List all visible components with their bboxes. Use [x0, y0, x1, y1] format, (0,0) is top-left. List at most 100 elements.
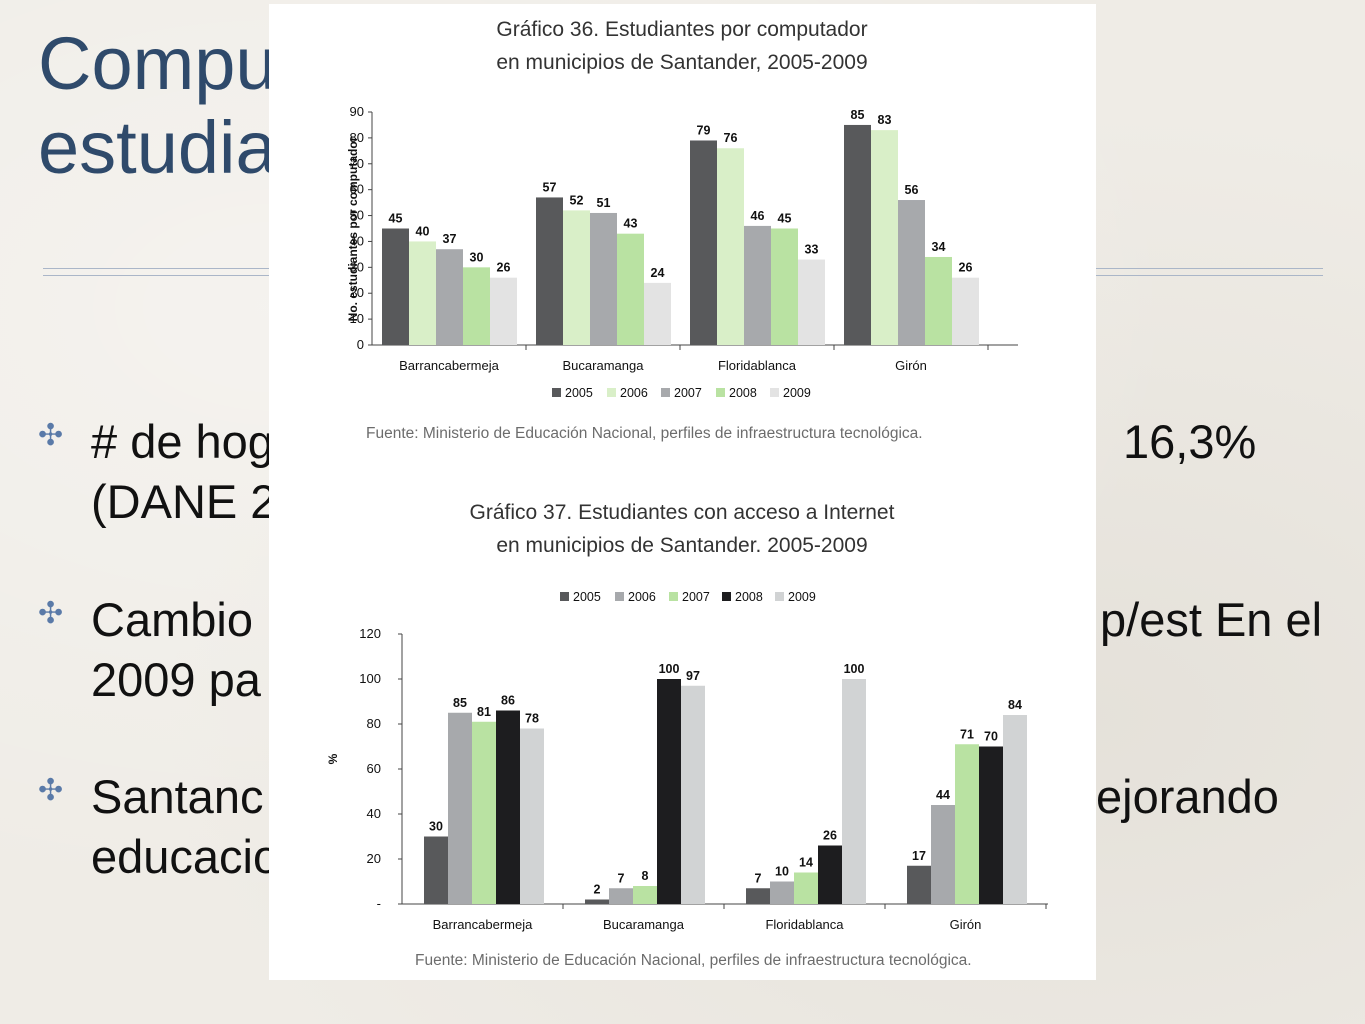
bar-2008 [657, 679, 681, 904]
y-tick-label: 80 [367, 716, 381, 731]
bar-2008 [617, 233, 644, 345]
bar-2007 [472, 721, 496, 904]
data-label: 24 [651, 266, 665, 280]
data-label: 46 [751, 209, 765, 223]
y-tick-label: 70 [350, 156, 364, 171]
bar-2005 [746, 888, 770, 904]
x-tick-label: Girón [895, 358, 927, 373]
data-label: 81 [477, 705, 491, 719]
bar-2006 [770, 881, 794, 904]
bar-2007 [898, 200, 925, 345]
chart-image-overlay: Gráfico 36. Estudiantes por computador en… [269, 4, 1096, 980]
bar-2009 [520, 728, 544, 904]
data-label: 10 [775, 865, 789, 879]
bullet-mark-icon: ✣ [38, 419, 64, 452]
bar-2006 [409, 241, 436, 345]
bar-2007 [590, 212, 617, 345]
data-label: 7 [618, 871, 625, 885]
x-tick-label: Floridablanca [765, 917, 844, 932]
bar-2007 [744, 225, 771, 345]
slide-title-line1: Compu [38, 22, 277, 105]
y-tick-label: 30 [350, 259, 364, 274]
bar-2009 [644, 282, 671, 345]
data-label: 97 [686, 669, 700, 683]
y-tick-label: 60 [367, 761, 381, 776]
data-label: 51 [597, 196, 611, 210]
legend-swatch [607, 388, 616, 397]
bullet-text-line1: Santanc [91, 770, 264, 823]
bar-2008 [979, 746, 1003, 904]
y-tick-label: 80 [350, 130, 364, 145]
data-label: 100 [659, 662, 680, 676]
data-label: 7 [755, 871, 762, 885]
x-tick-label: Girón [950, 917, 982, 932]
bullet-mark-icon: ✣ [38, 774, 64, 807]
legend-label: 2005 [565, 386, 593, 400]
legend-swatch [722, 592, 731, 601]
bar-2006 [563, 210, 590, 345]
data-label: 57 [543, 180, 557, 194]
chart-title: Gráfico 36. Estudiantes por computador [496, 18, 867, 41]
bar-2006 [448, 712, 472, 904]
data-label: 30 [470, 250, 484, 264]
legend-label: 2006 [620, 386, 648, 400]
y-tick-label: 60 [350, 182, 364, 197]
legend-label: 2008 [735, 590, 763, 604]
data-label: 26 [497, 261, 511, 275]
data-label: 45 [389, 212, 403, 226]
data-label: 76 [724, 131, 738, 145]
x-tick-label: Barrancabermeja [399, 358, 499, 373]
chart-title: en municipios de Santander. 2005-2009 [496, 534, 867, 557]
bullet-text-line2: educacio [91, 830, 280, 883]
bullet-text-line1: # de hog [91, 415, 274, 468]
bullet-mark-icon: ✣ [38, 597, 64, 630]
data-label: 30 [429, 820, 443, 834]
data-label: 70 [984, 730, 998, 744]
data-label: 85 [453, 696, 467, 710]
legend-label: 2007 [674, 386, 702, 400]
y-tick-label: 40 [367, 806, 381, 821]
bar-2009 [681, 685, 705, 904]
y-tick-label: 100 [359, 671, 381, 686]
legend-label: 2009 [788, 590, 816, 604]
data-label: 17 [912, 849, 926, 863]
x-tick-label: Floridablanca [718, 358, 797, 373]
data-label: 85 [851, 108, 865, 122]
y-tick-label: 90 [350, 104, 364, 119]
bar-2007 [794, 872, 818, 904]
chart-title: en municipios de Santander, 2005-2009 [496, 51, 867, 74]
data-label: 86 [501, 694, 515, 708]
bar-2006 [931, 805, 955, 904]
legend-swatch [560, 592, 569, 601]
bar-2008 [496, 710, 520, 904]
bar-2005 [844, 124, 871, 345]
legend-swatch [770, 388, 779, 397]
data-label: 100 [844, 662, 865, 676]
legend-swatch [615, 592, 624, 601]
bar-2007 [633, 886, 657, 904]
bar-2009 [798, 259, 825, 345]
bullet-text-line1-right: ejorando [1096, 770, 1279, 823]
y-tick-label: 10 [350, 311, 364, 326]
y-tick-label: 40 [350, 233, 364, 248]
bullet-text-line1: Cambio [91, 593, 253, 646]
bar-2006 [609, 888, 633, 904]
bar-2008 [818, 845, 842, 904]
data-label: 44 [936, 788, 950, 802]
data-label: 83 [878, 113, 892, 127]
data-label: 71 [960, 727, 974, 741]
y-tick-label: 20 [350, 285, 364, 300]
bar-2007 [436, 249, 463, 345]
bar-2005 [690, 140, 717, 345]
legend-swatch [775, 592, 784, 601]
bar-2009 [842, 679, 866, 904]
bar-2005 [536, 197, 563, 345]
data-label: 56 [905, 183, 919, 197]
bar-2009 [952, 277, 979, 345]
data-label: 52 [570, 193, 584, 207]
y-tick-label: - [377, 896, 381, 911]
legend-swatch [661, 388, 670, 397]
data-label: 43 [624, 217, 638, 231]
bullet-text-line1-right: p/est En el [1100, 593, 1323, 646]
